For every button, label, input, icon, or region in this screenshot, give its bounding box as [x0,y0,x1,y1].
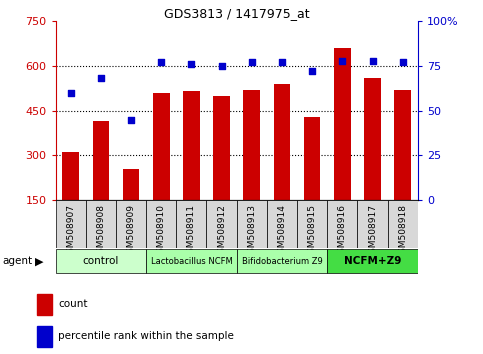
Text: percentile rank within the sample: percentile rank within the sample [58,331,234,341]
Bar [213,96,230,200]
Text: GSM508913: GSM508913 [247,204,256,259]
Text: NCFM+Z9: NCFM+Z9 [344,256,401,266]
Text: Bifidobacterium Z9: Bifidobacterium Z9 [242,257,322,266]
Point [248,59,256,65]
Point [369,58,376,63]
Bar [37,326,53,347]
Bar [395,90,411,200]
Point [97,76,105,81]
Text: GSM508918: GSM508918 [398,204,407,259]
Point [157,59,165,65]
Bar [153,93,170,200]
Text: GSM508912: GSM508912 [217,204,226,259]
Bar [297,200,327,248]
Bar [207,200,237,248]
Title: GDS3813 / 1417975_at: GDS3813 / 1417975_at [164,7,310,20]
Text: control: control [83,256,119,266]
Text: GSM508908: GSM508908 [96,204,105,259]
Bar [237,249,327,273]
Text: GSM508917: GSM508917 [368,204,377,259]
Text: agent: agent [2,256,32,266]
Point [308,68,316,74]
Bar [146,249,237,273]
Bar [93,121,109,200]
Text: GSM508909: GSM508909 [127,204,136,259]
Text: Lactobacillus NCFM: Lactobacillus NCFM [151,257,232,266]
Bar [176,200,207,248]
Point [187,61,195,67]
Text: ▶: ▶ [35,256,43,266]
Bar [237,200,267,248]
Bar [267,200,297,248]
Bar [37,294,53,315]
Bar [123,169,139,200]
Bar [56,249,146,273]
Point [67,90,74,96]
Text: GSM508910: GSM508910 [156,204,166,259]
Bar [327,200,357,248]
Point [399,59,407,65]
Bar [56,200,86,248]
Bar [357,200,388,248]
Text: GSM508911: GSM508911 [187,204,196,259]
Bar [274,84,290,200]
Point [127,117,135,122]
Point [278,59,286,65]
Point [339,58,346,63]
Text: GSM508914: GSM508914 [277,204,286,259]
Bar [146,200,176,248]
Bar [304,116,320,200]
Point [218,63,226,69]
Bar [334,48,351,200]
Bar [364,78,381,200]
Bar [327,249,418,273]
Bar [183,91,199,200]
Bar [62,152,79,200]
Bar [86,200,116,248]
Text: GSM508916: GSM508916 [338,204,347,259]
Text: GSM508907: GSM508907 [66,204,75,259]
Bar [243,90,260,200]
Bar [388,200,418,248]
Text: count: count [58,299,87,309]
Bar [116,200,146,248]
Text: GSM508915: GSM508915 [308,204,317,259]
